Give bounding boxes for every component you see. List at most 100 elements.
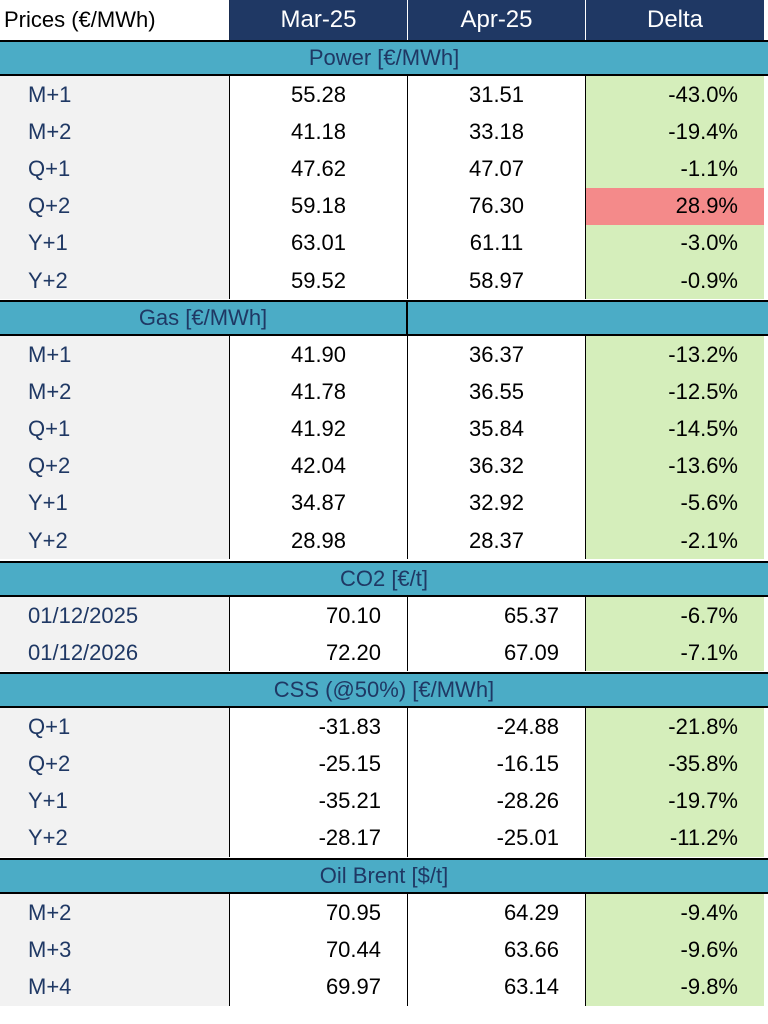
delta-value: -14.5%	[586, 410, 764, 448]
header-label: Prices (€/MWh)	[0, 0, 230, 40]
section-title: CO2 [€/t]	[339, 566, 429, 591]
apr-value: 65.37	[408, 597, 586, 635]
table-row: Q+2 -25.15 -16.15 -35.8%	[0, 745, 768, 783]
table-row: M+2 41.18 33.18 -19.4%	[0, 113, 768, 151]
row-label: Y+1	[0, 484, 230, 522]
row-label: Q+2	[0, 187, 230, 225]
section-empty	[408, 302, 768, 334]
row-label: 01/12/2025	[0, 597, 230, 635]
row-label: M+4	[0, 968, 230, 1006]
row-label: Q+1	[0, 410, 230, 448]
section-title: Oil Brent [$/t]	[319, 863, 449, 888]
apr-value: 36.55	[408, 373, 586, 411]
table-row: Y+2 -28.17 -25.01 -11.2%	[0, 819, 768, 857]
section-title: Power [€/MWh]	[308, 45, 460, 70]
mar-value: 59.18	[230, 187, 408, 225]
table-row: M+4 69.97 63.14 -9.8%	[0, 968, 768, 1006]
table-row: M+1 55.28 31.51 -43.0%	[0, 76, 768, 114]
mar-value: 70.95	[230, 894, 408, 932]
apr-value: -24.88	[408, 708, 586, 746]
delta-value: -9.8%	[586, 968, 764, 1006]
header-col-mar: Mar-25	[230, 0, 408, 40]
row-label: Y+2	[0, 819, 230, 857]
mar-value: -28.17	[230, 819, 408, 857]
apr-value: 67.09	[408, 634, 586, 672]
delta-value: -19.7%	[586, 782, 764, 820]
row-label: M+1	[0, 76, 230, 114]
apr-value: 28.37	[408, 522, 586, 560]
delta-value: -3.0%	[586, 224, 764, 262]
row-label: 01/12/2026	[0, 634, 230, 672]
apr-value: 63.66	[408, 931, 586, 969]
mar-value: 55.28	[230, 76, 408, 114]
delta-value: 28.9%	[586, 187, 764, 225]
delta-value: -11.2%	[586, 819, 764, 857]
row-label: M+2	[0, 113, 230, 151]
mar-value: 69.97	[230, 968, 408, 1006]
delta-value: -9.6%	[586, 931, 764, 969]
table-row: Y+2 28.98 28.37 -2.1%	[0, 522, 768, 560]
row-label: Q+1	[0, 708, 230, 746]
mar-value: 41.90	[230, 336, 408, 374]
table-row: Y+2 59.52 58.97 -0.9%	[0, 262, 768, 300]
row-label: M+3	[0, 931, 230, 969]
header-row: Prices (€/MWh) Mar-25 Apr-25 Delta	[0, 0, 768, 40]
row-label: Q+2	[0, 447, 230, 485]
table-row: Q+1 47.62 47.07 -1.1%	[0, 150, 768, 188]
apr-value: 61.11	[408, 224, 586, 262]
section-title: CSS (@50%) [€/MWh]	[273, 677, 495, 702]
section-header-co2-t: CO2 [€/t]	[0, 561, 768, 597]
header-col-apr: Apr-25	[408, 0, 586, 40]
table-row: 01/12/2025 70.10 65.37 -6.7%	[0, 597, 768, 635]
table-row: M+2 70.95 64.29 -9.4%	[0, 894, 768, 932]
mar-value: -35.21	[230, 782, 408, 820]
delta-value: -7.1%	[586, 634, 764, 672]
row-label: Y+2	[0, 522, 230, 560]
mar-value: 41.18	[230, 113, 408, 151]
apr-value: 36.32	[408, 447, 586, 485]
mar-value: -31.83	[230, 708, 408, 746]
mar-value: 47.62	[230, 150, 408, 188]
delta-value: -12.5%	[586, 373, 764, 411]
apr-value: 76.30	[408, 187, 586, 225]
mar-value: 41.78	[230, 373, 408, 411]
row-label: M+2	[0, 373, 230, 411]
apr-value: -16.15	[408, 745, 586, 783]
apr-value: -25.01	[408, 819, 586, 857]
delta-value: -5.6%	[586, 484, 764, 522]
mar-value: 28.98	[230, 522, 408, 560]
table-row: M+3 70.44 63.66 -9.6%	[0, 931, 768, 969]
mar-value: 42.04	[230, 447, 408, 485]
delta-value: -43.0%	[586, 76, 764, 114]
section-header-oil-brent-t: Oil Brent [$/t]	[0, 858, 768, 894]
delta-value: -9.4%	[586, 894, 764, 932]
delta-value: -0.9%	[586, 262, 764, 300]
row-label: Q+2	[0, 745, 230, 783]
row-label: Y+1	[0, 782, 230, 820]
mar-value: 70.44	[230, 931, 408, 969]
delta-value: -19.4%	[586, 113, 764, 151]
table-row: 01/12/2026 72.20 67.09 -7.1%	[0, 634, 768, 672]
apr-value: 32.92	[408, 484, 586, 522]
apr-value: 31.51	[408, 76, 586, 114]
mar-value: -25.15	[230, 745, 408, 783]
delta-value: -13.6%	[586, 447, 764, 485]
apr-value: 47.07	[408, 150, 586, 188]
delta-value: -13.2%	[586, 336, 764, 374]
apr-value: 64.29	[408, 894, 586, 932]
apr-value: 36.37	[408, 336, 586, 374]
section-title: Gas [€/MWh]	[0, 302, 408, 334]
table-row: Q+2 59.18 76.30 28.9%	[0, 187, 768, 225]
table-row: Q+1 -31.83 -24.88 -21.8%	[0, 708, 768, 746]
apr-value: 63.14	[408, 968, 586, 1006]
delta-value: -35.8%	[586, 745, 764, 783]
table-row: M+1 41.90 36.37 -13.2%	[0, 336, 768, 374]
table-row: Y+1 63.01 61.11 -3.0%	[0, 224, 768, 262]
delta-value: -2.1%	[586, 522, 764, 560]
delta-value: -1.1%	[586, 150, 764, 188]
mar-value: 72.20	[230, 634, 408, 672]
row-label: Y+1	[0, 224, 230, 262]
table-row: Y+1 -35.21 -28.26 -19.7%	[0, 782, 768, 820]
section-header-power-mwh: Power [€/MWh]	[0, 40, 768, 76]
